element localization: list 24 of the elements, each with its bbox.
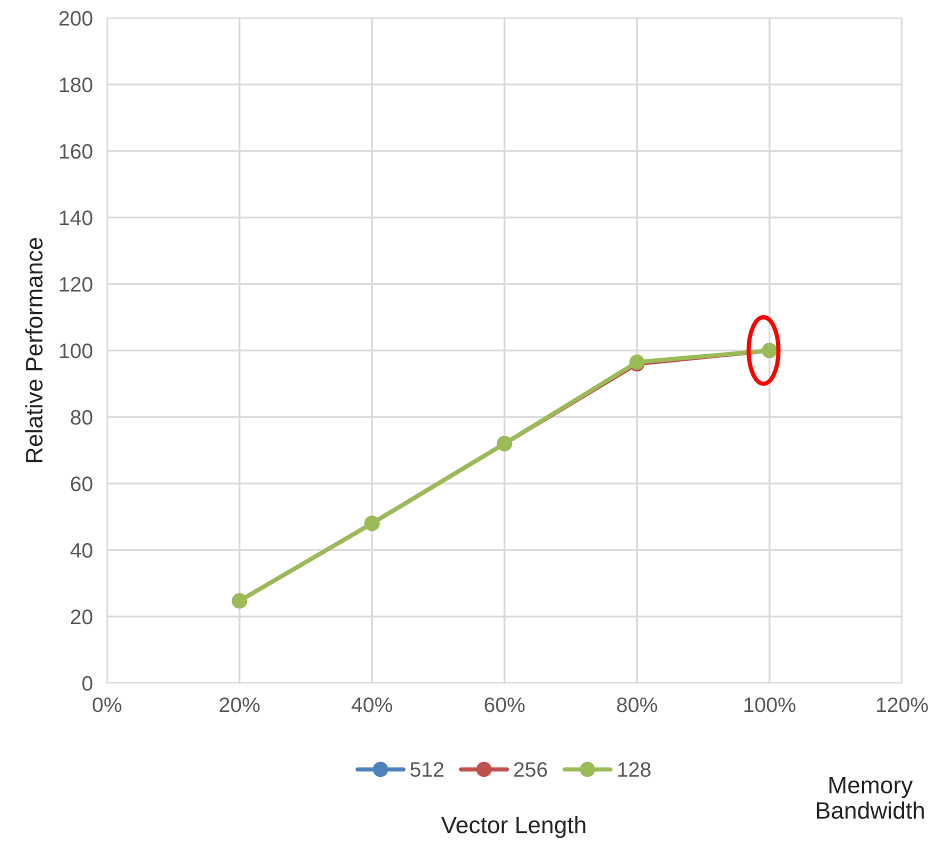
- y-tick-label: 160: [60, 144, 92, 159]
- y-tick-label: 200: [59, 11, 92, 26]
- y-tick-label: 120: [60, 277, 92, 292]
- x-tick-label: 20%: [220, 697, 260, 712]
- y-tick-label: 140: [60, 210, 92, 226]
- y-tick-label: 60: [71, 476, 92, 492]
- x-tick-label: 80%: [617, 697, 658, 712]
- legend-label: 512: [410, 762, 444, 777]
- x-axis-title: Memory Bandwidth: [817, 776, 924, 819]
- y-tick-label: 100: [60, 344, 92, 358]
- legend-title: Vector Length: [441, 816, 586, 838]
- x-tick-label: 0%: [92, 697, 122, 712]
- x-tick-label: 120%: [876, 697, 928, 712]
- legend-label: 256: [514, 762, 548, 777]
- legend-label: 128: [618, 762, 651, 777]
- x-tick-label: 60%: [484, 697, 525, 712]
- y-axis-title: Relative Performance: [25, 238, 43, 462]
- x-tick-label: 100%: [744, 697, 796, 712]
- y-tick-label: 20: [70, 610, 92, 624]
- y-tick-label: 40: [70, 543, 92, 558]
- y-tick-label: 80: [70, 410, 92, 425]
- y-tick-label: 180: [60, 78, 92, 92]
- y-tick-label: 0: [82, 676, 92, 691]
- x-tick-label: 40%: [352, 697, 392, 712]
